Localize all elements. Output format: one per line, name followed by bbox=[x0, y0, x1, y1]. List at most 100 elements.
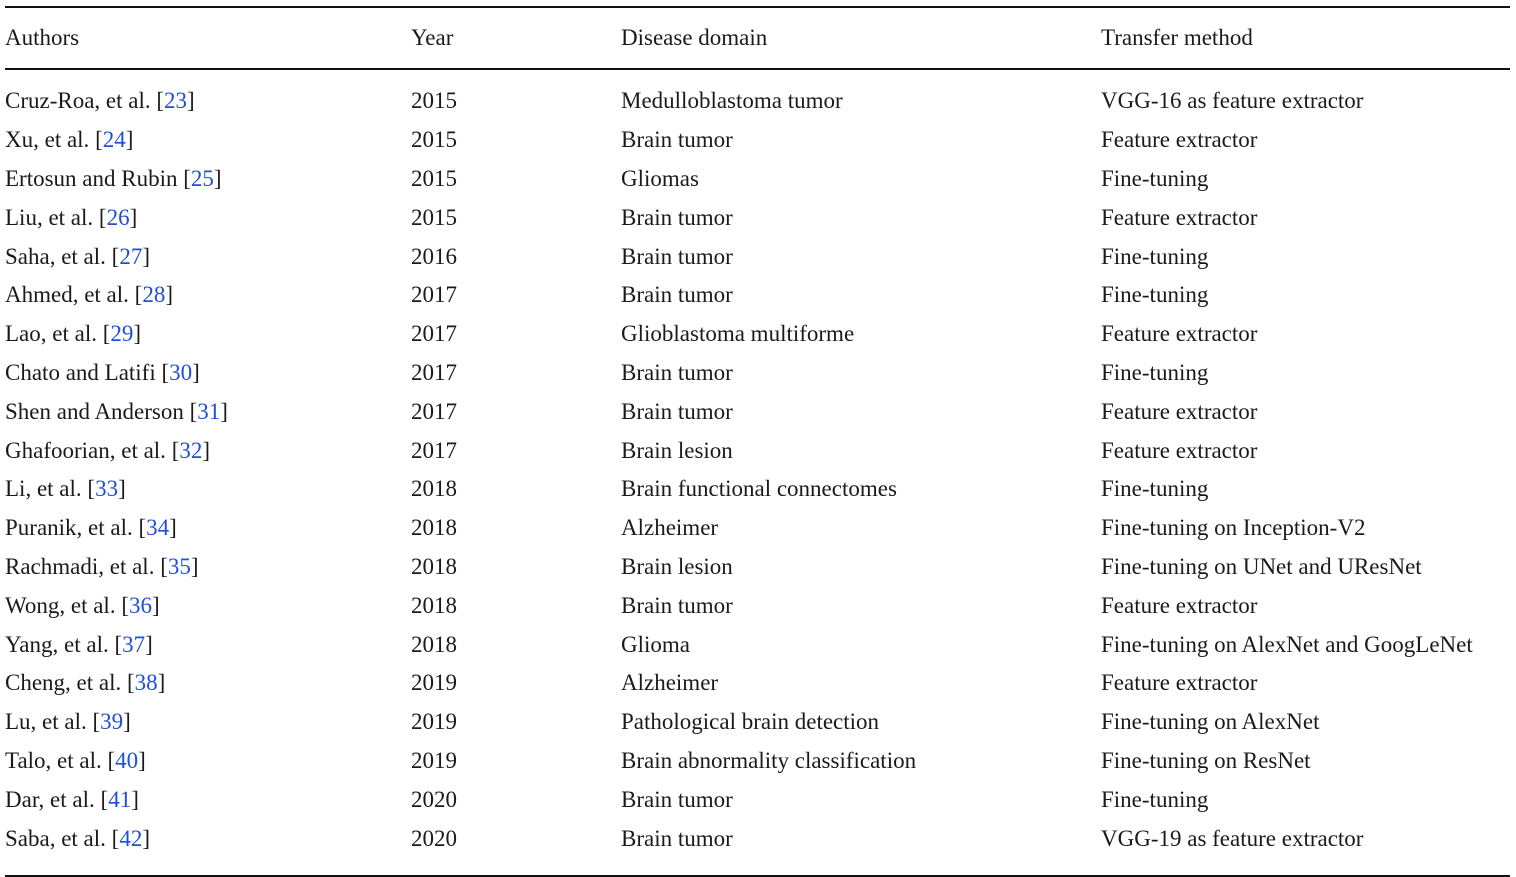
cell-year: 2017 bbox=[411, 398, 457, 424]
cell-disease-domain: Alzheimer bbox=[621, 515, 719, 541]
reference-link[interactable]: 27 bbox=[119, 243, 143, 269]
author-name: Ghafoorian, et al. bbox=[5, 437, 166, 463]
cell-transfer-method: Feature extractor bbox=[1101, 127, 1258, 153]
cell-disease-domain: Alzheimer bbox=[621, 670, 719, 696]
table-row: Li, et al. [33] 2018 Brain functional conn… bbox=[5, 470, 1510, 509]
cell-year: 2019 bbox=[411, 747, 457, 773]
author-name: Xu, et al. bbox=[5, 127, 90, 153]
table-row: Ertosun and Rubin [25] 2015 Gliomas Fine-tu… bbox=[5, 160, 1510, 199]
cell-disease-domain: Brain tumor bbox=[621, 592, 733, 618]
author-name: Wong, et al. bbox=[5, 592, 116, 618]
reference-link[interactable]: 28 bbox=[142, 282, 166, 308]
reference-link[interactable]: 30 bbox=[169, 359, 193, 385]
author-name: Yang, et al. bbox=[5, 631, 109, 657]
cell-disease-domain: Brain tumor bbox=[621, 243, 733, 269]
cell-year: 2019 bbox=[411, 709, 457, 735]
cell-disease-domain: Brain functional connectomes bbox=[621, 476, 897, 502]
reference-link[interactable]: 32 bbox=[179, 437, 203, 463]
reference-link[interactable]: 23 bbox=[164, 88, 188, 114]
table-row: Xu, et al. [24] 2015 Brain tumor Feature ex… bbox=[5, 121, 1510, 160]
cell-author: Chato and Latifi [30] bbox=[5, 359, 200, 385]
cell-disease-domain: Gliomas bbox=[621, 165, 699, 191]
reference-link[interactable]: 24 bbox=[102, 127, 126, 153]
cell-author: Ghafoorian, et al. [32] bbox=[5, 437, 211, 463]
cell-transfer-method: Feature extractor bbox=[1101, 670, 1258, 696]
reference-link[interactable]: 34 bbox=[146, 515, 170, 541]
cell-transfer-method: Fine-tuning bbox=[1101, 786, 1209, 812]
cell-transfer-method: Fine-tuning on AlexNet and GoogLeNet bbox=[1101, 631, 1473, 657]
table-row: Ahmed, et al. [28] 2017 Brain tumor Fine-tu… bbox=[5, 276, 1510, 315]
cell-author: Lu, et al. [39] bbox=[5, 709, 131, 735]
cell-disease-domain: Medulloblastoma tumor bbox=[621, 88, 843, 114]
reference-link[interactable]: 33 bbox=[95, 476, 119, 502]
cell-transfer-method: VGG-16 as feature extractor bbox=[1101, 88, 1364, 114]
author-name: Cheng, et al. bbox=[5, 670, 122, 696]
cell-year: 2020 bbox=[411, 786, 457, 812]
cell-disease-domain: Brain tumor bbox=[621, 204, 733, 230]
table-body: Cruz-Roa, et al. [23] 2015 Medulloblastoma… bbox=[5, 70, 1510, 858]
cell-transfer-method: Fine-tuning on UNet and UResNet bbox=[1101, 553, 1422, 579]
cell-transfer-method: Feature extractor bbox=[1101, 398, 1258, 424]
reference-link[interactable]: 36 bbox=[129, 592, 152, 618]
table-row: Cruz-Roa, et al. [23] 2015 Medulloblastoma… bbox=[5, 82, 1510, 121]
cell-author: Rachmadi, et al. [35] bbox=[5, 553, 199, 579]
table-row: Dar, et al. [41] 2020 Brain tumor Fine-tuni… bbox=[5, 780, 1510, 819]
cell-transfer-method: Fine-tuning on ResNet bbox=[1101, 747, 1311, 773]
top-rule bbox=[5, 6, 1510, 8]
cell-transfer-method: Fine-tuning bbox=[1101, 282, 1209, 308]
author-name: Saba, et al. bbox=[5, 825, 106, 851]
header-authors: Authors bbox=[5, 25, 80, 50]
author-name: Puranik, et al. bbox=[5, 515, 133, 541]
reference-link[interactable]: 37 bbox=[122, 631, 146, 657]
table-row: Shen and Anderson [31] 2017 Brain tumor Fea… bbox=[5, 392, 1510, 431]
cell-author: Dar, et al. [41] bbox=[5, 786, 139, 812]
cell-author: Yang, et al. [37] bbox=[5, 631, 153, 657]
cell-year: 2017 bbox=[411, 321, 457, 347]
cell-year: 2018 bbox=[411, 515, 457, 541]
table-row: Cheng, et al. [38] 2019 Alzheimer Feature e… bbox=[5, 664, 1510, 703]
cell-author: Ertosun and Rubin [25] bbox=[5, 165, 222, 191]
cell-transfer-method: VGG-19 as feature extractor bbox=[1101, 825, 1364, 851]
cell-disease-domain: Brain tumor bbox=[621, 127, 733, 153]
table-row: Saha, et al. [27] 2016 Brain tumor Fine-tun… bbox=[5, 237, 1510, 276]
author-name: Dar, et al. bbox=[5, 786, 95, 812]
cell-disease-domain: Brain abnormality classification bbox=[621, 747, 917, 773]
cell-author: Li, et al. [33] bbox=[5, 476, 126, 502]
reference-link[interactable]: 41 bbox=[108, 786, 132, 812]
reference-link[interactable]: 26 bbox=[106, 204, 130, 230]
reference-link[interactable]: 42 bbox=[119, 825, 143, 851]
table-row: Puranik, et al. [34] 2018 Alzheimer Fine-tu… bbox=[5, 509, 1510, 548]
author-name: Saha, et al. bbox=[5, 243, 106, 269]
cell-author: Ahmed, et al. [28] bbox=[5, 282, 173, 308]
transfer-learning-table: Authors Year Disease domain Transfer met… bbox=[5, 6, 1510, 877]
cell-disease-domain: Glioblastoma multiforme bbox=[621, 321, 855, 347]
cell-author: Puranik, et al. [34] bbox=[5, 515, 177, 541]
cell-year: 2015 bbox=[411, 127, 457, 153]
reference-link[interactable]: 40 bbox=[115, 747, 139, 773]
cell-author: Talo, et al. [40] bbox=[5, 747, 146, 773]
reference-link[interactable]: 25 bbox=[190, 165, 214, 191]
header-year: Year bbox=[411, 25, 454, 50]
cell-year: 2016 bbox=[411, 243, 457, 269]
reference-link[interactable]: 29 bbox=[110, 321, 134, 347]
reference-link[interactable]: 31 bbox=[197, 398, 221, 424]
author-name: Liu, et al. bbox=[5, 204, 94, 230]
table-row: Wong, et al. [36] 2018 Brain tumor Feature … bbox=[5, 586, 1510, 625]
author-name: Chato and Latifi bbox=[5, 359, 156, 385]
cell-year: 2018 bbox=[411, 631, 457, 657]
cell-disease-domain: Brain tumor bbox=[621, 825, 733, 851]
cell-disease-domain: Brain tumor bbox=[621, 359, 733, 385]
table-row: Saba, et al. [42] 2020 Brain tumor VGG-19 a… bbox=[5, 819, 1510, 858]
cell-transfer-method: Feature extractor bbox=[1101, 204, 1258, 230]
cell-author: Lao, et al. [29] bbox=[5, 321, 142, 347]
cell-disease-domain: Pathological brain detection bbox=[621, 709, 880, 735]
cell-disease-domain: Brain tumor bbox=[621, 398, 733, 424]
cell-year: 2017 bbox=[411, 282, 457, 308]
reference-link[interactable]: 38 bbox=[134, 670, 158, 696]
cell-transfer-method: Fine-tuning bbox=[1101, 243, 1209, 269]
cell-year: 2019 bbox=[411, 670, 457, 696]
cell-disease-domain: Brain tumor bbox=[621, 786, 733, 812]
cell-author: Saha, et al. [27] bbox=[5, 243, 150, 269]
reference-link[interactable]: 35 bbox=[167, 553, 191, 579]
reference-link[interactable]: 39 bbox=[100, 709, 124, 735]
